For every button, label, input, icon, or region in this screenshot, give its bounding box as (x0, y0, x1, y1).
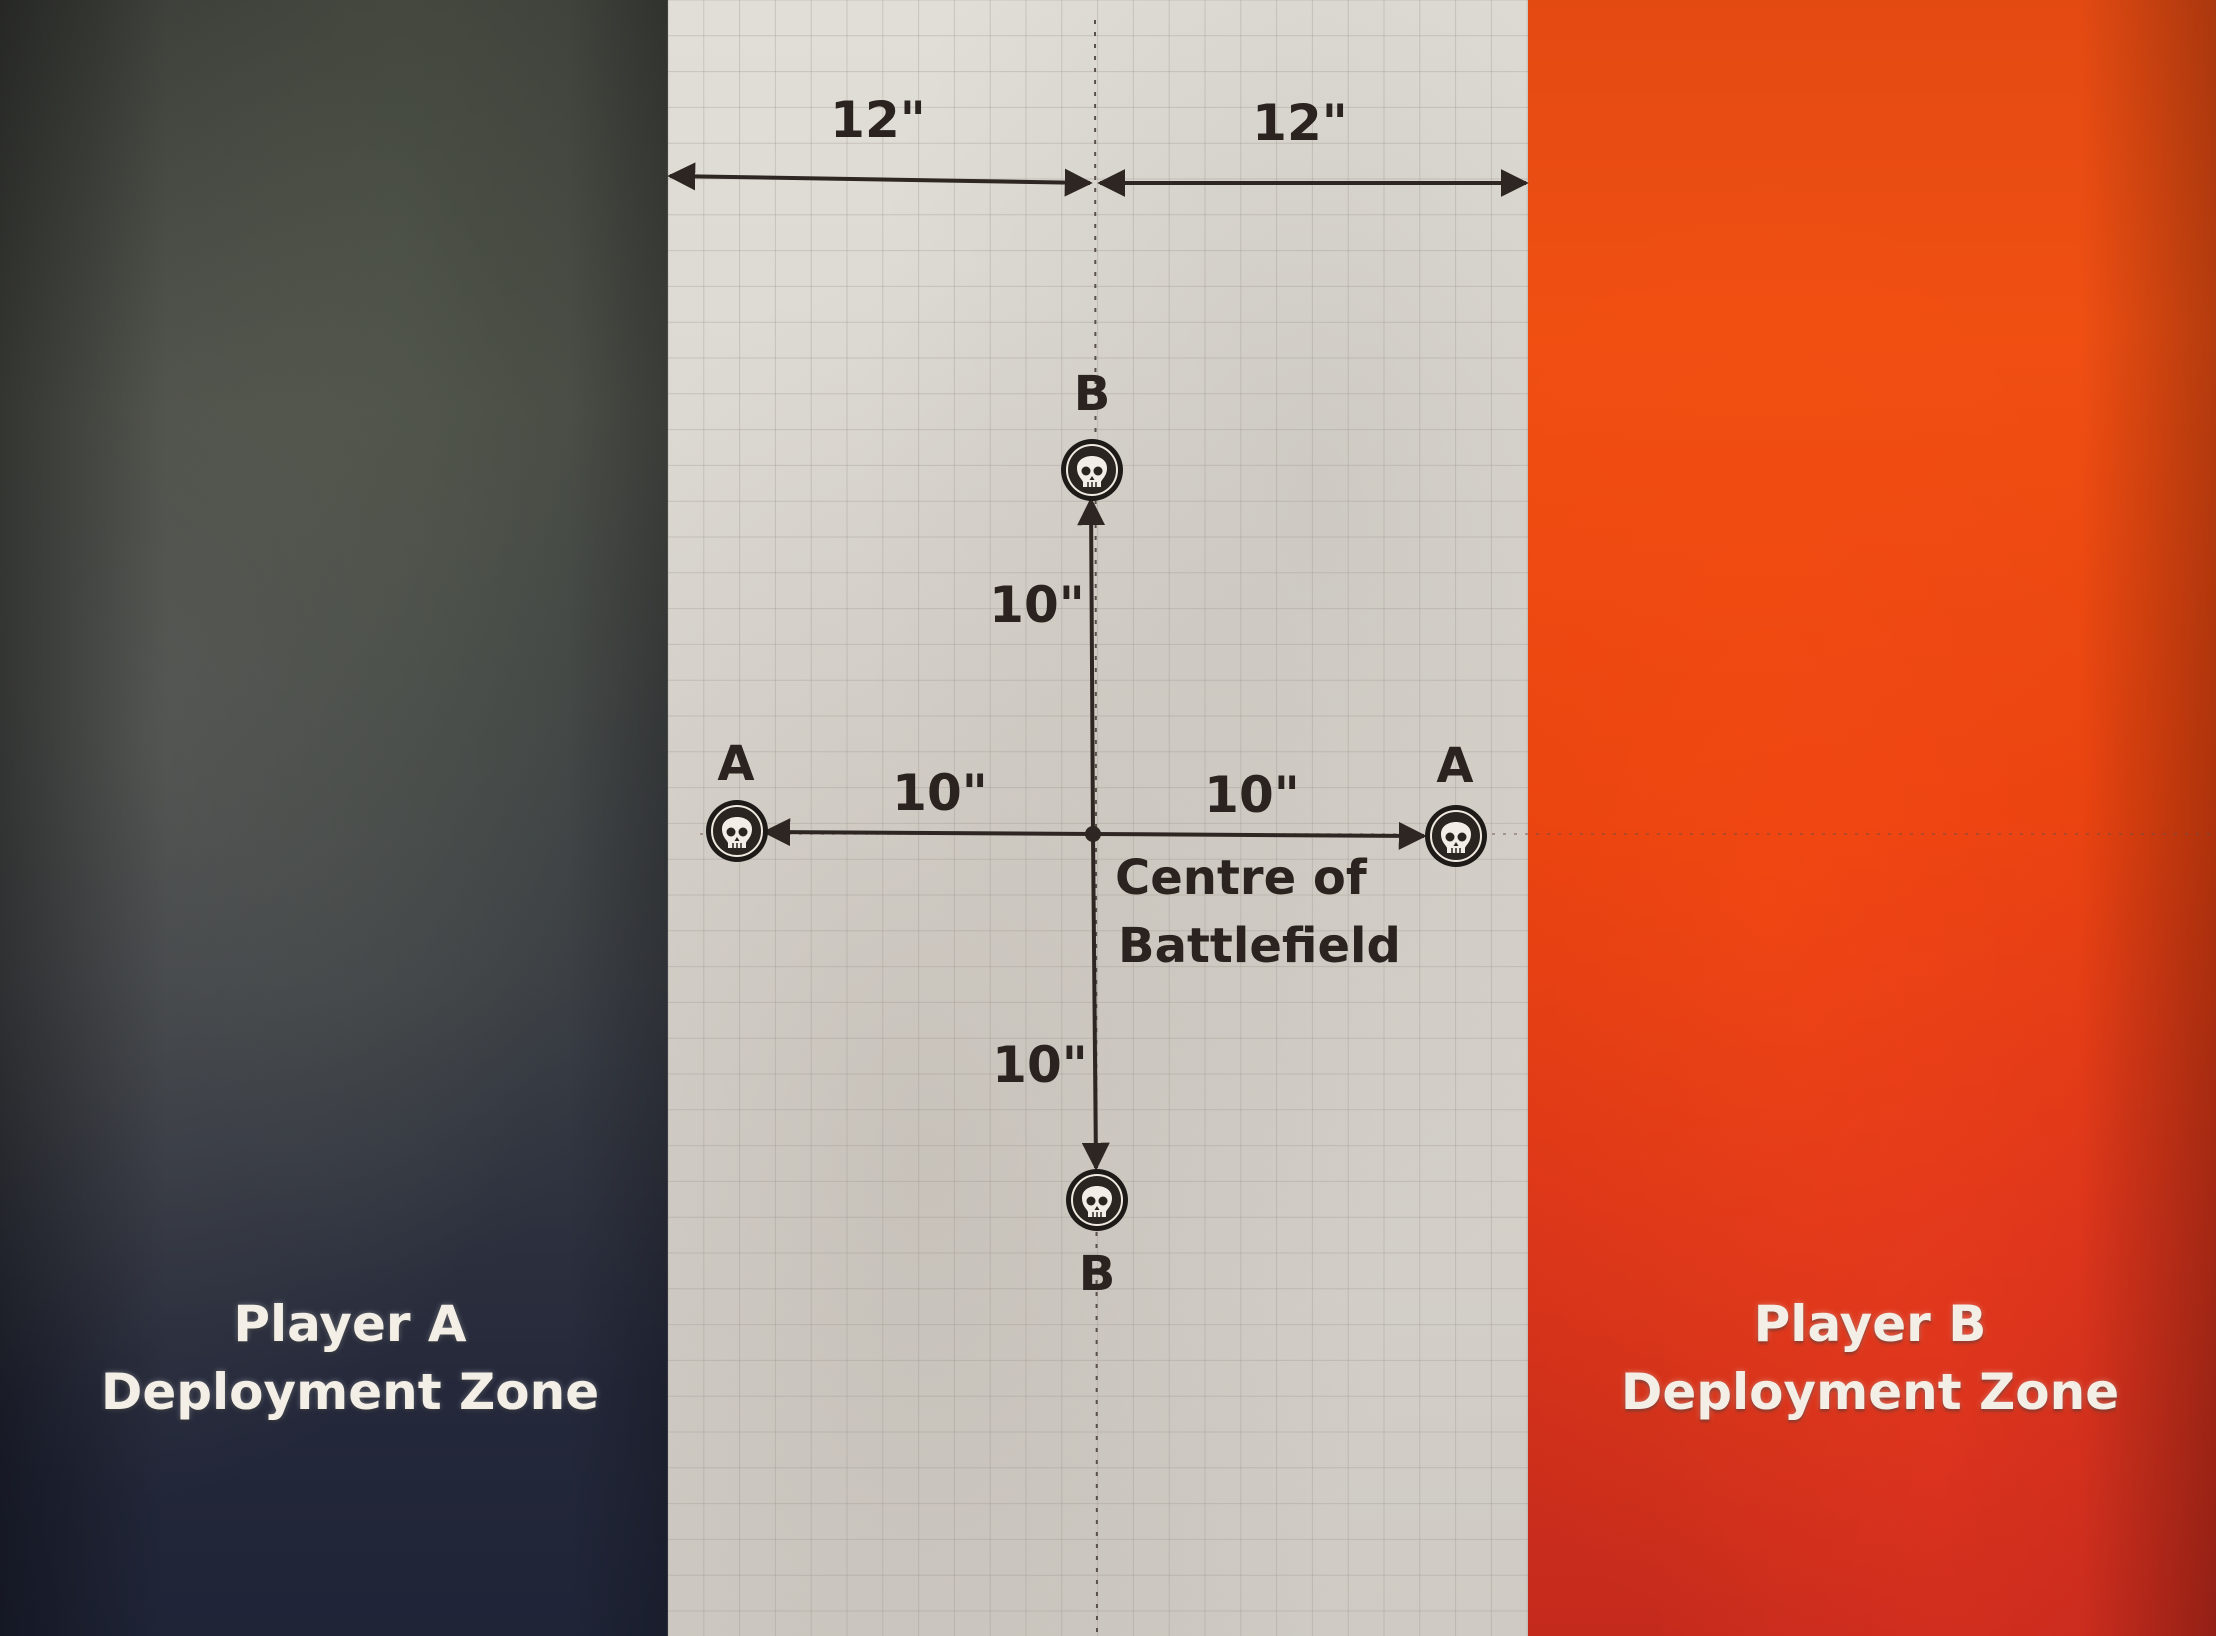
no-mans-land (668, 0, 1528, 1636)
objective-left-label: A (717, 736, 754, 792)
player-b-zone-label-line1: Player B (1753, 1295, 1987, 1353)
measurement-top-right-label: 12" (1252, 94, 1348, 152)
player-a-deployment-zone (0, 0, 668, 1636)
player-b-zone-label: Player B Deployment Zone (1570, 1290, 2170, 1426)
skull-icon (705, 799, 769, 863)
skull-icon (1065, 1168, 1129, 1232)
arrow-left (762, 818, 1094, 847)
player-a-zone-label-line2: Deployment Zone (100, 1363, 600, 1421)
objective-bottom: B (1065, 1168, 1129, 1302)
arrow-up (1077, 497, 1106, 835)
measurement-up-label: 10" (989, 576, 1085, 634)
skull-icon (1424, 804, 1488, 868)
arrow-top-left (667, 162, 1093, 197)
objective-top-label: B (1074, 366, 1111, 422)
objective-right-label: A (1436, 738, 1473, 794)
player-b-zone-label-line2: Deployment Zone (1620, 1363, 2120, 1421)
arrow-down (1081, 833, 1110, 1171)
centre-line (1094, 19, 1098, 1636)
measurement-top-left-label: 12" (830, 91, 926, 149)
player-a-zone-label-line1: Player A (233, 1295, 467, 1353)
centre-point (1085, 826, 1101, 842)
objective-right: A (1424, 738, 1488, 868)
player-a-zone-label: Player A Deployment Zone (60, 1290, 640, 1426)
objective-top: B (1060, 366, 1124, 502)
objective-left: A (705, 736, 769, 863)
objective-bottom-label: B (1079, 1246, 1116, 1302)
player-b-deployment-zone (1528, 0, 2216, 1636)
measurement-right-label: 10" (1204, 766, 1300, 824)
measurement-left-label: 10" (892, 764, 988, 822)
arrow-right (1092, 821, 1427, 850)
skull-icon (1060, 438, 1124, 502)
measurement-down-label: 10" (992, 1036, 1088, 1094)
centre-label-line2: Battlefield (1118, 918, 1401, 974)
centre-label-line1: Centre of (1115, 850, 1368, 906)
